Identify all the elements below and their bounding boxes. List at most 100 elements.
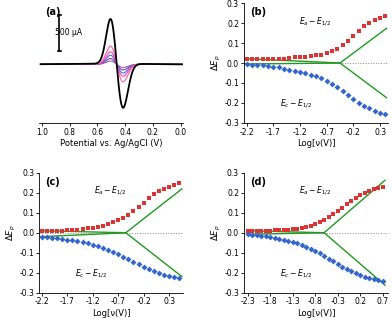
Point [302,71,309,76]
Text: $E_a - E_{1/2}$: $E_a - E_{1/2}$ [299,15,331,28]
Point [303,244,309,249]
Point [249,232,255,237]
Point [244,232,250,237]
Point [325,214,332,220]
Point [64,228,70,233]
Point [357,273,363,278]
Point [357,193,363,198]
Point [352,195,359,201]
Point [372,108,378,113]
Point [352,271,359,276]
Point [307,53,314,58]
Text: 500 μA: 500 μA [55,28,82,37]
Point [372,18,378,23]
Y-axis label: $\Delta E_p$: $\Delta E_p$ [210,55,223,71]
Point [94,244,101,249]
Point [382,13,388,18]
Point [140,264,147,269]
Point [329,48,335,54]
Point [312,221,318,227]
Point [323,78,330,84]
Point [361,274,368,279]
Point [105,247,111,253]
Point [176,276,182,281]
Point [74,227,80,232]
Point [100,223,106,228]
Point [59,228,65,233]
Point [94,224,101,229]
Point [270,56,276,61]
Point [135,205,142,210]
Point [254,56,260,61]
Point [271,235,278,240]
Point [286,56,292,61]
Point [361,190,368,196]
Point [120,215,126,220]
Point [110,250,116,255]
Point [280,227,287,233]
Point [166,184,172,189]
Point [44,235,50,240]
Point [294,226,300,231]
Point [110,220,116,225]
Point [303,224,309,229]
Point [334,46,341,51]
Point [244,228,250,233]
Y-axis label: $\Delta E_p$: $\Delta E_p$ [210,225,223,241]
Point [89,225,96,230]
Text: (a): (a) [45,7,60,17]
Point [370,276,377,281]
Point [249,228,255,233]
Point [105,222,111,227]
Point [361,103,367,109]
Point [316,251,323,256]
Point [302,54,309,59]
Point [339,88,346,94]
Point [161,186,167,191]
Point [361,23,367,29]
X-axis label: Log[ν(V)]: Log[ν(V)] [297,309,335,318]
Point [38,234,45,239]
Point [161,272,167,277]
Text: $E_c - E_{1/2}$: $E_c - E_{1/2}$ [75,267,107,280]
Point [151,268,157,274]
Point [334,84,341,89]
Text: $E_c - E_{1/2}$: $E_c - E_{1/2}$ [280,97,312,110]
Text: $E_a - E_{1/2}$: $E_a - E_{1/2}$ [94,185,126,197]
Point [115,218,121,223]
Point [379,184,386,189]
Point [334,262,341,267]
Point [270,64,276,69]
Point [345,92,351,98]
Point [176,181,182,186]
Point [281,66,287,71]
Point [89,242,96,247]
Point [348,198,354,203]
Point [171,275,177,280]
Point [292,68,298,73]
X-axis label: Log[ν(V)]: Log[ν(V)] [297,139,335,149]
Point [243,61,250,67]
Point [307,246,314,251]
Point [253,232,260,238]
Point [313,53,319,58]
Point [145,266,152,272]
Point [125,212,131,217]
Point [350,96,356,101]
Point [339,43,346,48]
Point [267,235,273,240]
Point [115,252,121,257]
Text: $E_a - E_{1/2}$: $E_a - E_{1/2}$ [299,185,331,197]
Point [258,228,264,233]
Point [339,264,345,269]
Point [330,259,336,264]
Point [280,237,287,242]
Point [339,205,345,210]
Point [366,105,372,110]
Point [79,240,85,245]
Point [297,69,303,74]
Point [329,81,335,86]
Y-axis label: $\Delta E_p$: $\Delta E_p$ [5,225,18,241]
Point [135,262,142,267]
Point [343,266,350,272]
